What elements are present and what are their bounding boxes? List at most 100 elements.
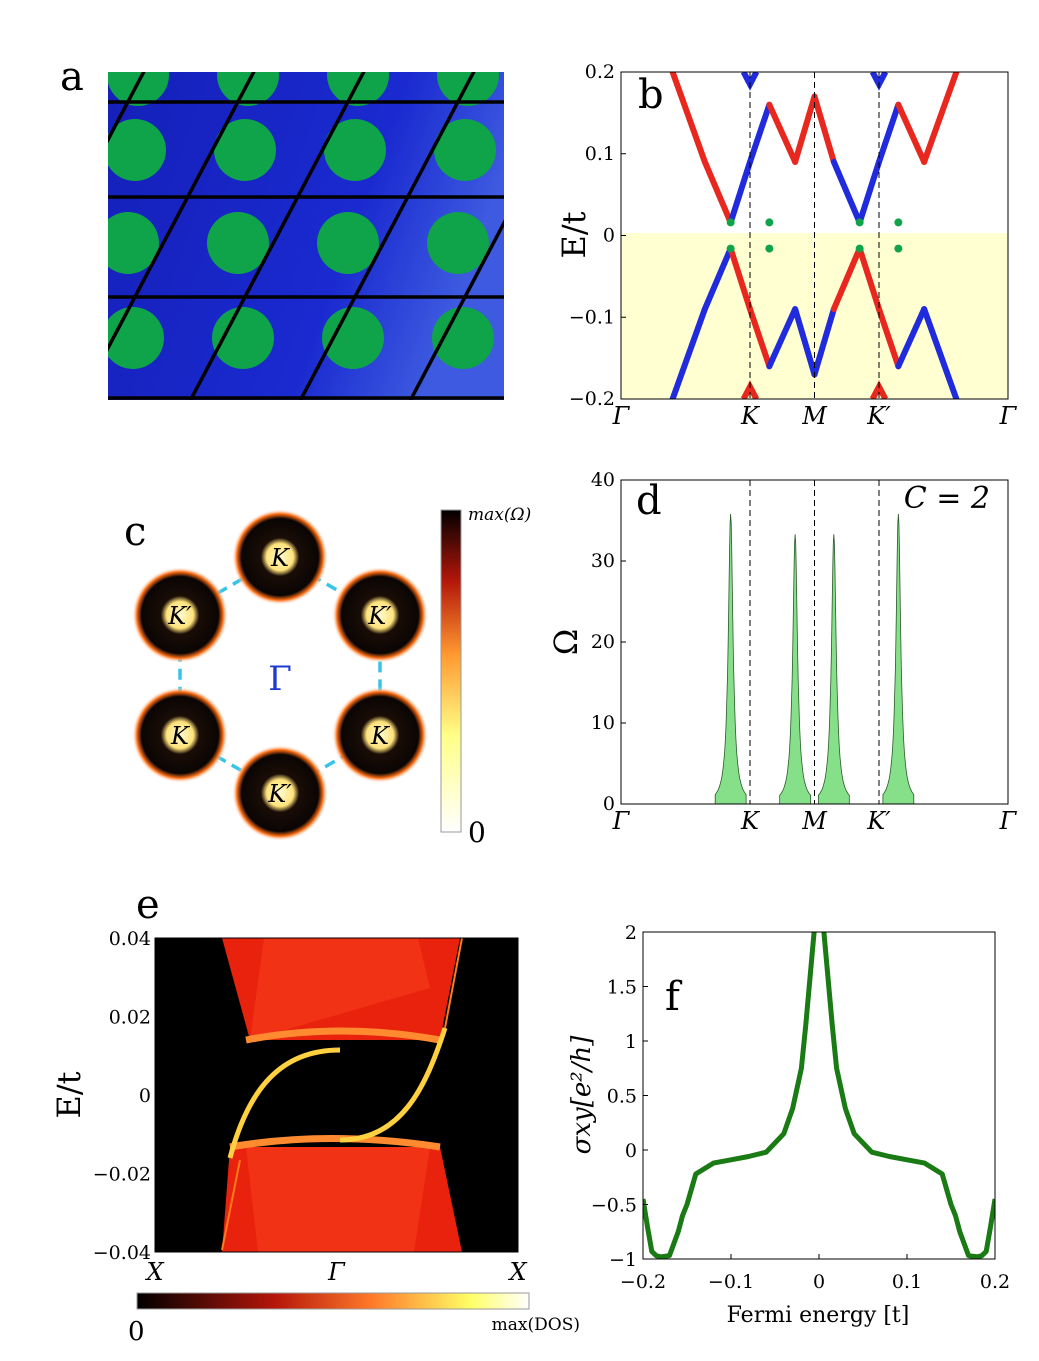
ylabel-f: σxy[e²/h] bbox=[567, 1035, 597, 1155]
panel-label-a: a bbox=[60, 54, 84, 100]
lattice-illustration bbox=[0, 60, 504, 420]
band-segment-lower bbox=[669, 306, 708, 399]
lattice-diagonal-line bbox=[108, 72, 146, 144]
ylabel-e: E/t bbox=[50, 1071, 88, 1118]
berry-hotspot bbox=[132, 687, 228, 783]
panel-label-b: b bbox=[638, 72, 664, 118]
band-lines bbox=[669, 72, 960, 399]
xtick-label-b: K′ bbox=[866, 402, 891, 430]
k-point-label: K′ bbox=[367, 602, 392, 630]
panel-label-e: e bbox=[136, 882, 160, 928]
band-segment-lower bbox=[830, 245, 863, 313]
hall-conductivity-plot: 2 1.5 1 0.5 0 −0.5 −1 −0.2 −0.1 0 0.1 0.2 σxy[e²/h… bbox=[567, 922, 1010, 1328]
band-segment-lower bbox=[876, 306, 902, 370]
k-point-label: K bbox=[270, 544, 291, 572]
berry-curvature-plot: 40 30 20 10 0 Γ K M K′ Γ Ω C = 2 bbox=[547, 469, 1018, 835]
lattice-disk bbox=[432, 307, 494, 369]
edge-dos-heatmap: 0.04 0.02 0 −0.02 −0.04 X Γ X E/t 0 max(DOS) bbox=[50, 928, 580, 1347]
berry-curvature-map: K K′ K′ K K K′ Γ max(Ω) 0 bbox=[132, 505, 531, 849]
axes-frame-e bbox=[154, 937, 519, 1253]
band-structure-plot: 0.2 0.1 0 −0.1 −0.2 Γ K M K′ Γ E/t bbox=[555, 61, 1018, 430]
xtick-label-d: K bbox=[740, 807, 761, 835]
berry-hotspot bbox=[232, 509, 328, 605]
lattice-disk bbox=[214, 119, 276, 181]
xtick-label-f: −0.1 bbox=[708, 1271, 754, 1293]
ytick-label-e: 0.04 bbox=[109, 928, 151, 950]
lattice-disk bbox=[108, 119, 166, 181]
panel-label-f: f bbox=[665, 974, 683, 1020]
colorbar-dos-min: 0 bbox=[128, 1317, 145, 1347]
curvature-peak bbox=[817, 534, 850, 805]
lattice-disk bbox=[207, 212, 269, 274]
ytick-label-f: 2 bbox=[625, 922, 637, 944]
ylabel-b: E/t bbox=[555, 211, 593, 258]
berry-hotspots bbox=[132, 509, 428, 841]
lattice-disk bbox=[437, 72, 499, 106]
band-segment-lower bbox=[747, 306, 773, 370]
band-segment-upper bbox=[876, 101, 902, 165]
ytick-label-b: −0.1 bbox=[569, 306, 615, 328]
upper-band-edge bbox=[245, 1027, 441, 1044]
lattice-diagonal-line bbox=[408, 219, 504, 400]
colorbar-dos bbox=[136, 1292, 530, 1310]
yticks-e: 0.04 0.02 0 −0.02 −0.04 bbox=[93, 928, 151, 1264]
ytick-label-f: 0 bbox=[625, 1140, 637, 1162]
ytick-label-d: 10 bbox=[591, 712, 615, 734]
lattice-disk bbox=[427, 212, 489, 274]
xtick-label-b: K bbox=[740, 402, 761, 430]
k-point-label: K bbox=[370, 722, 391, 750]
colorbar-dos-max: max(DOS) bbox=[492, 1315, 580, 1335]
lattice-diagonal-line bbox=[188, 72, 366, 400]
ytick-label-f: −1 bbox=[609, 1249, 637, 1271]
lattice-disk bbox=[0, 212, 49, 274]
lattice-diagonal-line bbox=[298, 72, 476, 400]
band-segment-upper bbox=[727, 158, 753, 226]
xtick-label-d: M bbox=[801, 807, 828, 835]
lattice-diagonal-line bbox=[108, 72, 256, 352]
gap-edge-dot bbox=[726, 218, 735, 227]
xtick-label-d: Γ bbox=[999, 807, 1018, 835]
hall-conductivity-line bbox=[643, 932, 995, 1259]
xtick-label-d: Γ bbox=[612, 807, 631, 835]
gap-edge-dot bbox=[765, 218, 774, 227]
xticks-b: Γ K M K′ Γ bbox=[612, 402, 1018, 430]
xtick-label-b: Γ bbox=[612, 402, 631, 430]
ylabel-d: Ω bbox=[547, 629, 585, 656]
gap-edge-dot bbox=[894, 218, 903, 227]
upper-bulk-shade bbox=[250, 938, 430, 1040]
yticks-d: 40 30 20 10 0 bbox=[591, 469, 626, 815]
ytick-label-d: 20 bbox=[591, 631, 615, 653]
ytick-label-b: −0.2 bbox=[569, 388, 615, 410]
gap-edge-dot bbox=[894, 244, 903, 253]
berry-hotspot bbox=[232, 745, 328, 841]
xtick-label-f: 0.1 bbox=[892, 1271, 922, 1293]
band-segment-upper bbox=[921, 72, 960, 165]
k-point-label: K bbox=[170, 722, 191, 750]
ytick-label-e: 0.02 bbox=[109, 1007, 151, 1029]
ytick-label-b: 0.2 bbox=[585, 61, 615, 83]
xlabel-f: Fermi energy [t] bbox=[727, 1303, 910, 1328]
xticks-d: Γ K M K′ Γ bbox=[612, 807, 1018, 835]
ytick-label-e: −0.04 bbox=[93, 1242, 151, 1264]
xtick-label-e: X bbox=[507, 1258, 527, 1286]
xtick-label-d: K′ bbox=[866, 807, 891, 835]
band-segment-upper bbox=[747, 101, 773, 165]
band-segment-upper bbox=[766, 101, 799, 165]
xtick-label-e: Γ bbox=[327, 1258, 346, 1286]
band-segment-upper bbox=[701, 158, 734, 226]
k-point-guides bbox=[749, 72, 880, 399]
band-segment-lower bbox=[727, 245, 753, 313]
band-segment-upper bbox=[856, 158, 882, 226]
lattice-disk bbox=[327, 72, 389, 106]
yticks-f: 2 1.5 1 0.5 0 −0.5 −1 bbox=[591, 922, 648, 1271]
curvature-peak bbox=[882, 513, 915, 805]
band-segment-upper bbox=[792, 93, 818, 165]
ytick-label-b: 0 bbox=[603, 225, 615, 247]
k-point-labels: K K′ K′ K K K′ bbox=[167, 544, 392, 808]
lattice-diagonal-line bbox=[0, 60, 40, 420]
band-segment-lower bbox=[701, 245, 734, 313]
lower-band-edge bbox=[229, 1135, 441, 1151]
panel-label-d: d bbox=[636, 478, 662, 524]
lattice-disk bbox=[317, 212, 379, 274]
